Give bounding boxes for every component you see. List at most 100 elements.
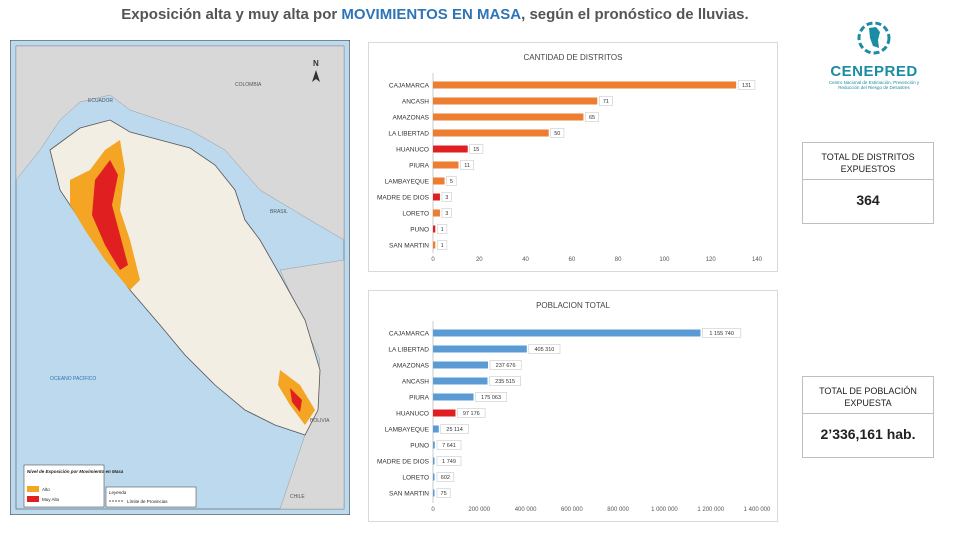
legend-swatch-very-high — [27, 496, 39, 502]
data-label-box — [436, 456, 462, 466]
data-label-box — [528, 344, 561, 354]
data-label: 11 — [464, 163, 470, 169]
bar — [433, 193, 440, 201]
data-label: 1 155 740 — [709, 331, 733, 337]
data-label-box — [457, 408, 486, 418]
chart-districts: CANTIDAD DE DISTRITOS CAJAMARCA 131 ANCASH… — [368, 42, 778, 272]
chart-population-svg: CAJAMARCA 1 155 740 LA LIBERTAD 405 310 AMAZ… — [377, 321, 771, 513]
category-label: MADRE DE DIOS — [377, 195, 430, 202]
neighbor-north — [15, 45, 345, 241]
cenepred-logo: CENEPRED Centro Nacional de Estimación, … — [818, 18, 930, 92]
data-label: 235 515 — [495, 379, 515, 385]
chart-population: POBLACION TOTAL CAJAMARCA 1 155 740 LA LIB… — [368, 290, 778, 522]
data-label: 1 749 — [442, 459, 456, 465]
data-label-box — [469, 144, 484, 154]
data-label: 25 114 — [446, 427, 462, 433]
data-label-box — [489, 360, 522, 370]
data-label: 1 — [441, 227, 444, 233]
data-label-box — [436, 472, 455, 482]
category-label: LAMBAYEQUE — [385, 179, 430, 186]
logo-emblem-icon — [857, 21, 891, 55]
data-label-box — [441, 192, 452, 202]
data-label: 97 176 — [463, 411, 480, 417]
country-label: BRASIL — [270, 209, 288, 215]
tick-label: 120 — [706, 257, 717, 263]
category-label: PUNO — [410, 443, 429, 450]
category-label: SAN MARTIN — [389, 491, 429, 498]
data-label-box — [585, 112, 599, 122]
country-label: BOLIVIA — [310, 418, 330, 424]
country-label: CHILE — [290, 494, 305, 500]
page-title: Exposición alta y muy alta por MOVIMIENT… — [0, 6, 870, 23]
category-label: ANCASH — [402, 99, 429, 106]
tick-label: 60 — [569, 257, 576, 263]
tick-label: 140 — [752, 257, 763, 263]
data-label-box — [475, 392, 507, 402]
data-label: 75 — [441, 491, 447, 497]
bar — [433, 457, 435, 465]
tick-label: 0 — [431, 257, 435, 263]
bar — [433, 145, 468, 153]
bar — [433, 209, 440, 217]
category-label: HUANUCO — [396, 147, 429, 154]
legend-label-very-high: Muy Alto — [42, 497, 60, 502]
category-label: LORETO — [402, 211, 429, 218]
total-districts-label: TOTAL DE DISTRITOS EXPUESTOS — [803, 151, 933, 180]
country-label: ECUADOR — [88, 98, 113, 104]
bar — [433, 425, 439, 433]
bar — [433, 113, 584, 121]
category-label: PIURA — [409, 163, 430, 170]
zone-very-high-southeast — [290, 388, 302, 412]
zone-very-high — [92, 160, 128, 270]
bar — [433, 441, 435, 449]
bar — [433, 177, 445, 185]
data-label-box — [446, 176, 457, 186]
tick-label: 400 000 — [515, 507, 537, 513]
data-label-box — [599, 96, 613, 106]
legend2-title: Leyenda — [109, 490, 127, 495]
data-label: 175 063 — [481, 395, 501, 401]
bar — [433, 393, 474, 401]
map-svg: COLOMBIA ECUADOR BRASIL BOLIVIA CHILE OC… — [9, 39, 351, 516]
legend-label-high: Alto — [42, 487, 50, 492]
data-label: 3 — [445, 211, 448, 217]
data-label: 7 641 — [442, 443, 456, 449]
category-label: AMAZONAS — [393, 363, 430, 370]
data-label: 71 — [603, 99, 609, 105]
category-label: CAJAMARCA — [389, 331, 430, 338]
title-prefix: Exposición alta y muy alta por — [121, 6, 342, 23]
data-label: 237 676 — [496, 363, 516, 369]
category-label: LORETO — [402, 475, 429, 482]
tick-label: 600 000 — [561, 507, 583, 513]
neighbor-east — [279, 259, 345, 510]
bar — [433, 129, 549, 137]
tick-label: 1 000 000 — [651, 507, 678, 513]
title-highlight: MOVIMIENTOS EN MASA — [341, 6, 522, 23]
data-label: 50 — [554, 131, 560, 137]
data-label-box — [737, 80, 756, 90]
chart-title: POBLACION TOTAL — [536, 301, 610, 310]
data-label-box — [436, 440, 462, 450]
bar — [433, 161, 459, 169]
category-label: CAJAMARCA — [389, 83, 430, 90]
data-label-box — [489, 376, 521, 386]
bar — [433, 81, 737, 89]
data-label-box — [441, 208, 452, 218]
category-label: LA LIBERTAD — [388, 131, 429, 138]
bar — [433, 377, 488, 385]
data-label: 602 — [441, 475, 450, 481]
tick-label: 20 — [476, 257, 483, 263]
category-label: HUANUCO — [396, 411, 429, 418]
category-label: LAMBAYEQUE — [385, 427, 430, 434]
category-label: SAN MARTIN — [389, 243, 429, 250]
legend2-item: Límite de Provincias — [127, 499, 168, 504]
legend-title: Nivel de Exposición por Movimiento en Ma… — [27, 469, 124, 474]
bar — [433, 97, 598, 105]
total-population-label: TOTAL DE POBLACIÓN EXPUESTA — [803, 385, 933, 414]
bar — [433, 345, 527, 353]
tick-label: 40 — [522, 257, 529, 263]
chart-title: CANTIDAD DE DISTRITOS — [523, 53, 623, 62]
data-label: 65 — [589, 115, 595, 121]
country-label: COLOMBIA — [235, 82, 262, 88]
